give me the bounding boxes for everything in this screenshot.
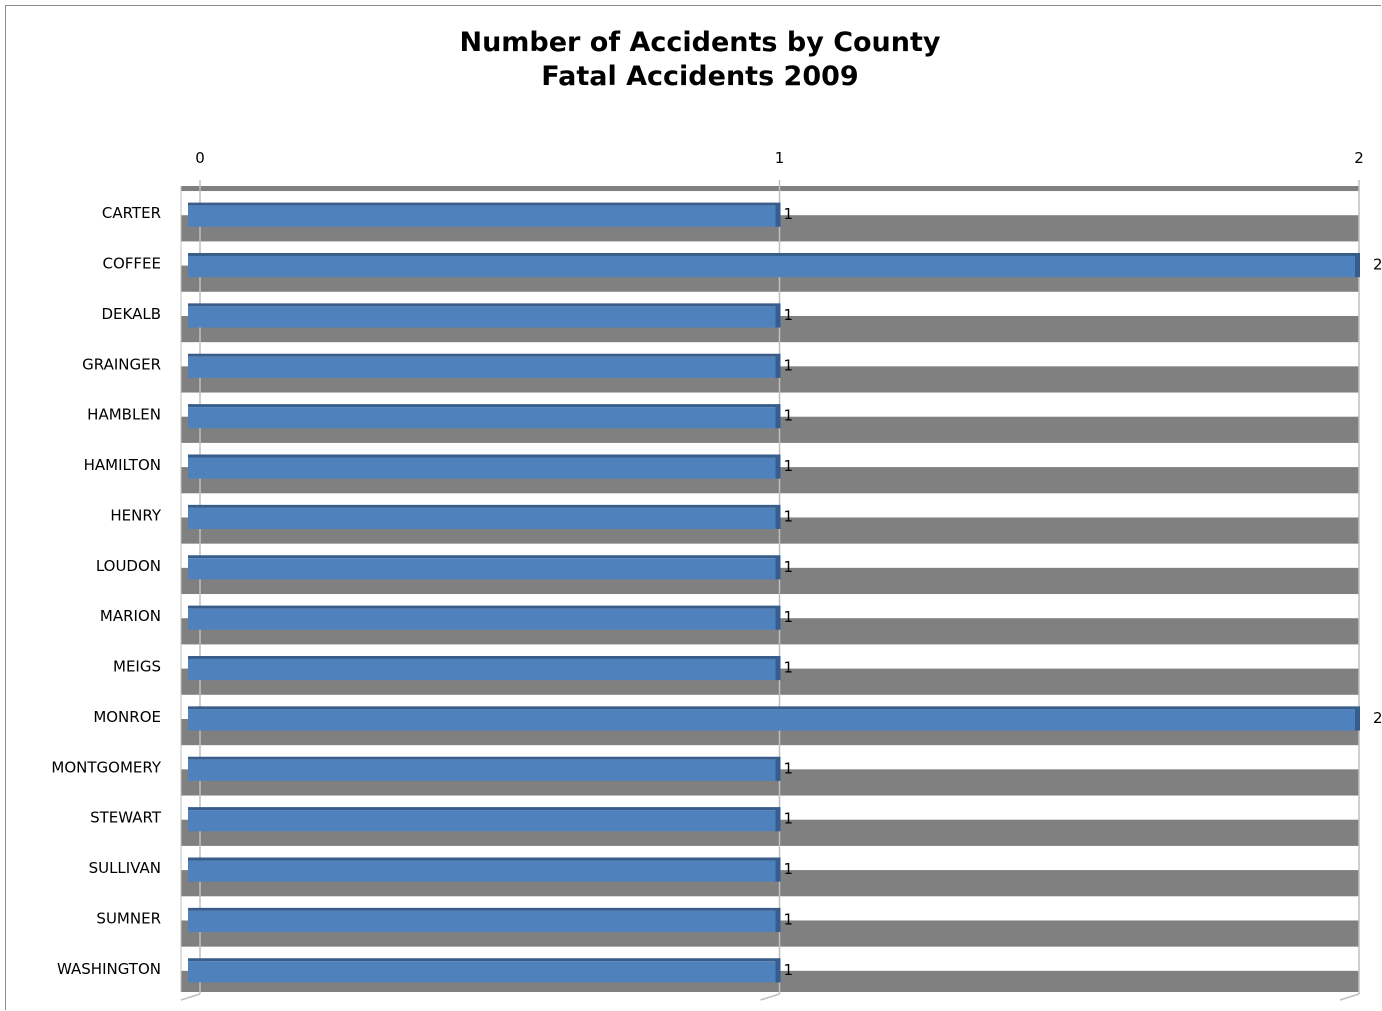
bar bbox=[188, 457, 776, 479]
bar bbox=[188, 658, 776, 681]
chart-subtitle-line: Fatal Accidents 2009 bbox=[541, 61, 859, 92]
data-label: 1 bbox=[784, 407, 794, 425]
bar-top-face bbox=[188, 706, 1355, 710]
bar-end-face bbox=[775, 555, 781, 580]
bar-end-face bbox=[775, 454, 781, 479]
bar bbox=[188, 306, 776, 328]
chart-title-line: Number of Accidents by County bbox=[459, 27, 941, 58]
data-label: 1 bbox=[784, 306, 794, 324]
bar-top-face bbox=[188, 756, 776, 760]
bar bbox=[188, 910, 776, 933]
bar bbox=[188, 507, 776, 530]
bar-end-face bbox=[775, 202, 781, 227]
category-label: HAMBLEN bbox=[87, 406, 161, 424]
bar-end-face bbox=[775, 353, 781, 378]
bar-end-face bbox=[1355, 252, 1360, 278]
bar-end-face bbox=[775, 605, 781, 630]
bar-top-face bbox=[188, 807, 776, 811]
category-label: COFFEE bbox=[103, 255, 162, 273]
category-label: MARION bbox=[100, 607, 161, 625]
bar-top-face bbox=[188, 555, 776, 559]
category-label: LOUDON bbox=[96, 557, 161, 575]
bar-top-face bbox=[188, 504, 776, 508]
bar-end-face bbox=[775, 907, 781, 933]
data-label: 1 bbox=[784, 910, 794, 928]
chart-title: Number of Accidents by County Fatal Acci… bbox=[0, 26, 1382, 94]
bar-top-face bbox=[188, 454, 776, 458]
bar-end-face bbox=[775, 404, 781, 429]
bar-top-face bbox=[188, 252, 1355, 256]
bar-end-face bbox=[775, 958, 781, 983]
x-tick-label: 1 bbox=[775, 149, 785, 167]
chart-frame bbox=[5, 5, 1381, 1010]
bar-top-face bbox=[188, 857, 776, 861]
gridline-depth bbox=[1339, 993, 1360, 1001]
bar-end-face bbox=[775, 303, 781, 328]
data-label: 1 bbox=[784, 860, 794, 878]
bar bbox=[188, 961, 776, 983]
bar-top-face bbox=[188, 907, 776, 911]
bar-end-face bbox=[775, 756, 781, 781]
bar-top-face bbox=[188, 202, 776, 206]
gridline-depth bbox=[180, 993, 201, 1001]
data-label: 1 bbox=[784, 961, 794, 979]
band-stripe bbox=[181, 186, 1359, 192]
category-label: HENRY bbox=[110, 506, 161, 524]
category-label: SULLIVAN bbox=[89, 859, 161, 877]
data-label: 1 bbox=[784, 659, 794, 677]
bar-end-face bbox=[775, 807, 781, 832]
category-label: WASHINGTON bbox=[57, 960, 161, 978]
bar bbox=[188, 407, 776, 429]
data-label: 1 bbox=[784, 810, 794, 828]
category-label: DEKALB bbox=[101, 305, 161, 323]
bar bbox=[188, 608, 776, 630]
bar-top-face bbox=[188, 303, 776, 307]
bar-end-face bbox=[775, 504, 781, 530]
bar-top-face bbox=[188, 958, 776, 962]
data-label: 1 bbox=[784, 507, 794, 525]
bar-end-face bbox=[775, 857, 781, 882]
category-label: MONROE bbox=[93, 708, 161, 726]
x-tick-label: 0 bbox=[195, 149, 205, 167]
data-label: 1 bbox=[784, 356, 794, 374]
bar-top-face bbox=[188, 353, 776, 357]
data-label: 2 bbox=[1373, 709, 1382, 727]
data-label: 1 bbox=[784, 558, 794, 576]
data-label: 1 bbox=[784, 608, 794, 626]
bar bbox=[188, 860, 776, 882]
bar bbox=[188, 255, 1355, 278]
category-label: HAMILTON bbox=[84, 456, 161, 474]
bar bbox=[188, 810, 776, 832]
data-label: 1 bbox=[784, 205, 794, 223]
bar bbox=[188, 558, 776, 580]
bar bbox=[188, 709, 1355, 731]
bar-top-face bbox=[188, 605, 776, 609]
bar bbox=[188, 205, 776, 227]
data-label: 2 bbox=[1373, 256, 1382, 274]
data-label: 1 bbox=[784, 457, 794, 475]
bar bbox=[188, 759, 776, 781]
category-label: STEWART bbox=[90, 809, 162, 827]
category-label: MONTGOMERY bbox=[51, 758, 161, 776]
category-label: GRAINGER bbox=[82, 355, 161, 373]
bar-top-face bbox=[188, 655, 776, 659]
bar-end-face bbox=[1355, 706, 1360, 731]
bar-top-face bbox=[188, 404, 776, 408]
category-label: MEIGS bbox=[113, 658, 161, 676]
bar-end-face bbox=[775, 655, 781, 681]
gridline-depth bbox=[760, 993, 780, 1001]
bar bbox=[188, 356, 776, 378]
category-label: SUMNER bbox=[96, 909, 161, 927]
data-label: 1 bbox=[784, 759, 794, 777]
category-label: CARTER bbox=[102, 204, 161, 222]
x-tick-label: 2 bbox=[1354, 149, 1364, 167]
